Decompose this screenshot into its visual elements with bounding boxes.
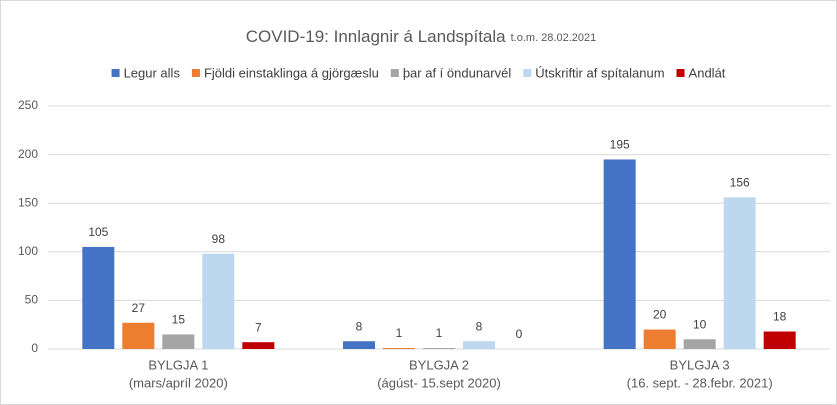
legend-label: Legur alls — [124, 65, 181, 80]
chart-title: COVID-19: Innlagnir á Landspítala t.o.m. … — [246, 27, 597, 46]
bar — [343, 341, 375, 349]
legend-label: Fjöldi einstaklinga á gjörgæslu — [204, 65, 379, 80]
data-label: 15 — [172, 313, 186, 327]
legend-label: Útskriftir af spítalanum — [535, 65, 664, 80]
y-tick-label: 50 — [25, 293, 39, 307]
bar — [603, 159, 636, 349]
x-tick-label: BYLGJA 2 — [409, 357, 469, 372]
legend-swatch — [191, 69, 200, 77]
legend-swatch — [390, 69, 399, 77]
data-label: 1 — [396, 326, 403, 340]
bar — [723, 197, 756, 349]
bar — [463, 341, 495, 349]
x-tick-label: (ágúst- 15.sept 2020) — [377, 375, 501, 390]
y-tick-label: 200 — [18, 147, 38, 161]
y-tick-label: 0 — [31, 341, 38, 355]
x-tick-label: BYLGJA 3 — [670, 357, 730, 372]
legend-swatch — [676, 69, 685, 77]
data-label: 8 — [476, 319, 483, 333]
legend-swatch — [111, 69, 120, 77]
legend-label: þar af í öndunarvél — [403, 65, 512, 80]
bar — [683, 339, 716, 349]
x-tick-label: BYLGJA 1 — [148, 357, 208, 372]
y-tick-label: 100 — [18, 244, 38, 258]
x-tick-label: (mars/apríl 2020) — [129, 375, 228, 390]
data-label: 195 — [610, 138, 630, 152]
y-tick-label: 250 — [18, 98, 38, 112]
data-label: 10 — [693, 317, 707, 331]
data-label: 1 — [436, 326, 443, 340]
bar — [383, 348, 415, 349]
chart-title-main: COVID-19: Innlagnir á Landspítala — [246, 27, 506, 46]
legend-label: Andlát — [689, 65, 726, 80]
bar — [242, 342, 275, 349]
bar — [82, 246, 115, 349]
data-label: 0 — [516, 327, 523, 341]
legend-swatch — [523, 69, 532, 77]
bar — [202, 253, 235, 349]
data-label: 27 — [132, 301, 146, 315]
bar — [162, 334, 195, 349]
data-label: 20 — [653, 308, 667, 322]
data-label: 7 — [255, 320, 262, 334]
data-label: 98 — [212, 232, 226, 246]
bar — [763, 331, 796, 349]
data-label: 8 — [356, 319, 363, 333]
chart-subtitle: t.o.m. 28.02.2021 — [511, 32, 597, 44]
bar — [423, 348, 455, 349]
bar — [643, 329, 676, 349]
y-tick-label: 150 — [18, 195, 38, 209]
x-tick-label: (16. sept. - 28.febr. 2021) — [627, 375, 773, 390]
data-label: 18 — [773, 310, 787, 324]
data-label: 156 — [730, 176, 750, 190]
data-label: 105 — [88, 225, 108, 239]
legend: Legur alls Fjöldi einstaklinga á gjörgæsl… — [111, 65, 726, 80]
bar — [122, 322, 155, 349]
